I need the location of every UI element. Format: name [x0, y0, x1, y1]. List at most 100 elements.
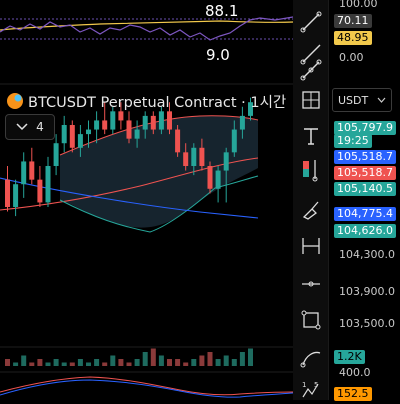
axis-label-100: 100.00: [339, 0, 378, 10]
lower-oscillator-red: [0, 376, 293, 396]
brush-icon[interactable]: [297, 196, 325, 224]
volume-bar: [61, 362, 67, 366]
curve-icon[interactable]: [297, 344, 325, 372]
volume-bar: [158, 355, 164, 366]
moving-average-red: [0, 157, 259, 211]
candle-body: [45, 166, 51, 203]
tag-last-price: 105,797.9: [334, 121, 396, 135]
volume-bar: [231, 359, 237, 366]
symbol-header[interactable]: BTCUSDT Perpetual Contract · 1시간: [6, 88, 286, 114]
info-line-icon[interactable]: [297, 56, 325, 84]
volume-bar: [21, 355, 27, 366]
volume-bar: [29, 362, 35, 366]
volume-bar: [183, 362, 189, 366]
candle-body: [53, 143, 59, 166]
candle-body: [13, 184, 19, 207]
candle-body: [134, 129, 140, 139]
tag-ma-blue-1: 105,518.7: [334, 150, 396, 164]
indicator-count: 4: [36, 120, 44, 134]
volume-bar: [207, 352, 213, 366]
candle-body: [183, 152, 189, 166]
candle-body: [5, 179, 10, 207]
ray-icon[interactable]: [297, 40, 325, 68]
volume-bar: [215, 359, 221, 366]
horizontal-line-icon[interactable]: [297, 270, 325, 298]
candle-body: [102, 120, 108, 130]
volume-bar: [134, 359, 140, 366]
candle-body: [175, 129, 181, 153]
candle-body: [231, 129, 237, 153]
candle-body: [126, 120, 132, 139]
quote-currency-select[interactable]: USDT: [332, 88, 392, 112]
chevron-down-icon: [16, 123, 28, 131]
lower-axis-label: 400.0: [339, 366, 371, 379]
tag-ma-blue-2: 104,775.4: [334, 207, 396, 221]
oscillator-main-line: [0, 16, 293, 41]
candle-body: [86, 129, 91, 135]
volume-bar: [110, 355, 116, 366]
candles-group: [5, 97, 253, 217]
candle-body: [207, 166, 213, 189]
long-position-icon[interactable]: [297, 156, 325, 184]
volume-bar: [199, 355, 205, 366]
moving-average-blue: [0, 177, 259, 219]
candle-body: [239, 115, 245, 130]
candle-body: [223, 152, 229, 171]
price-chart[interactable]: [0, 0, 293, 400]
tag-countdown: 19:25: [334, 134, 372, 148]
candle-body: [37, 179, 43, 203]
oscillator-high-value: 88.1: [205, 2, 239, 20]
candle-body: [21, 161, 27, 185]
volume-bar: [118, 359, 124, 366]
symbol-title: BTCUSDT Perpetual Contract · 1시간: [28, 94, 287, 111]
lower-oscillator: [0, 376, 293, 398]
rectangle-icon[interactable]: [297, 306, 325, 334]
volume-bar: [5, 359, 10, 366]
tag-ma-red: 105,518.7: [334, 166, 396, 180]
svg-text:1: 1: [302, 381, 306, 389]
volume-bar: [191, 359, 197, 366]
volume-bar: [175, 359, 181, 366]
price-label-1: 104,300.0: [339, 248, 395, 261]
trend-line-icon[interactable]: [297, 8, 325, 36]
price-label-2: 103,900.0: [339, 285, 395, 298]
candle-body: [69, 125, 75, 148]
oscillator-low-value: 9.0: [206, 46, 230, 64]
volume-bar: [94, 359, 100, 366]
candle-body: [191, 147, 197, 166]
volume-bar: [248, 348, 253, 366]
tag-oscillator-signal: 48.95: [334, 31, 372, 45]
tag-bb-lower: 105,140.5: [334, 182, 396, 196]
price-label-3: 103,500.0: [339, 317, 395, 330]
tag-bb-teal: 104,626.0: [334, 224, 396, 238]
volume-bar: [167, 359, 172, 366]
volume-bar: [102, 362, 108, 366]
candle-body: [167, 111, 172, 130]
collapse-indicators-button[interactable]: 4: [5, 114, 55, 140]
candle-body: [61, 125, 67, 144]
volume-bar: [239, 352, 245, 366]
candle-body: [77, 134, 83, 148]
text-tool-icon[interactable]: [297, 122, 325, 150]
volume-bar: [86, 362, 91, 366]
price-axis[interactable]: 100.00 70.11 48.95 0.00 USDT 105,797.9 1…: [328, 0, 400, 401]
volume-bar: [45, 362, 51, 366]
candle-body: [150, 115, 156, 130]
candle-body: [215, 170, 221, 189]
candle-body: [248, 102, 253, 116]
fib-grid-icon[interactable]: [297, 86, 325, 114]
quote-currency-label: USDT: [338, 93, 369, 107]
tag-volume: 1.2K: [334, 350, 365, 364]
volume-bar: [150, 348, 156, 366]
oscillator-signal-line: [0, 20, 293, 31]
candle-body: [118, 111, 124, 121]
volume-bar: [69, 362, 75, 366]
volume-bar: [53, 359, 59, 366]
candle-body: [158, 111, 164, 130]
candle-body: [199, 147, 205, 166]
exchange-logo-icon: [6, 92, 24, 110]
price-range-icon[interactable]: [297, 232, 325, 260]
axis-label-0: 0.00: [339, 51, 364, 64]
